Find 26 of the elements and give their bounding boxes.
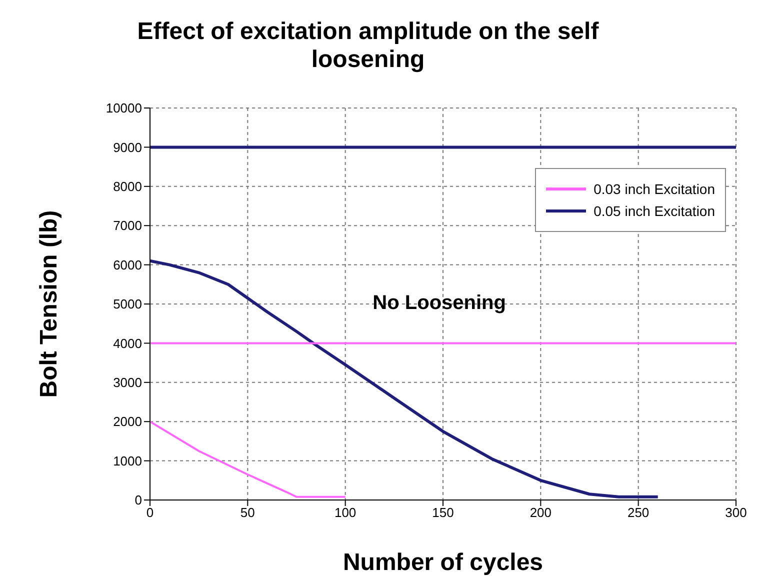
x-tick-label: 50 — [240, 505, 255, 520]
y-tick-label: 3000 — [113, 375, 142, 390]
y-tick-label: 2000 — [113, 414, 142, 430]
y-tick-label: 9000 — [113, 140, 142, 155]
y-tick-label: 7000 — [113, 218, 142, 234]
y-tick-label: 8000 — [113, 179, 142, 194]
legend-label: 0.05 inch Excitation — [594, 203, 715, 219]
x-axis-title: Number of cycles — [342, 549, 544, 576]
x-tick-label: 150 — [432, 505, 454, 520]
x-tick-label: 100 — [334, 505, 356, 520]
x-tick-label: 200 — [530, 505, 552, 520]
y-tick-label: 1000 — [113, 453, 142, 468]
x-tick-label: 250 — [627, 505, 650, 520]
y-tick-label: 6000 — [113, 257, 142, 272]
y-tick-label: 5000 — [113, 296, 142, 312]
annotation: No Loosening — [372, 292, 506, 316]
y-axis-title: Bolt Tension (lb) — [36, 210, 63, 398]
x-tick-label: 0 — [146, 505, 154, 520]
line-series — [150, 420, 346, 498]
line-series — [150, 259, 660, 498]
y-tick-label: 10000 — [106, 100, 142, 116]
y-tick-label: 0 — [134, 492, 142, 508]
x-tick-label: 300 — [725, 505, 747, 520]
legend-label: 0.03 inch Excitation — [594, 181, 715, 197]
chart-title: Effect of excitation amplitude on the self loosening — [136, 18, 600, 74]
y-tick-label: 4000 — [113, 336, 142, 351]
